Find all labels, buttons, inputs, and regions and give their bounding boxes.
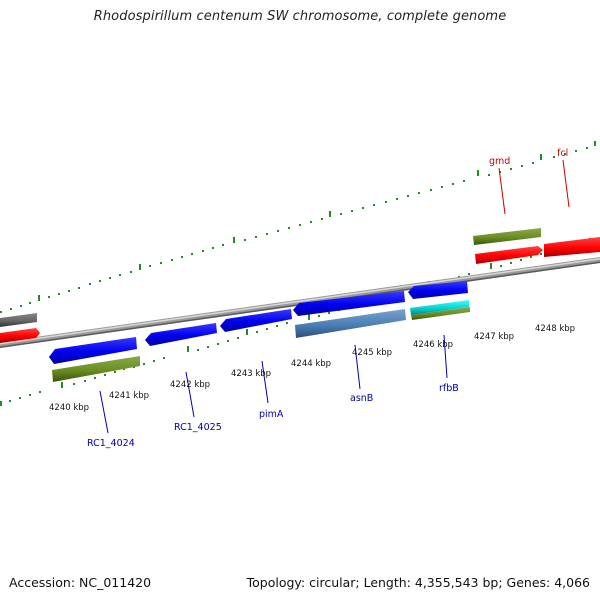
gene-arrow-rfbb[interactable] <box>408 281 468 299</box>
cds-bar-asnb[interactable] <box>295 309 406 338</box>
inner-tick-track <box>0 238 591 406</box>
kbp-label: 4248 kbp <box>535 324 575 334</box>
topology-text: Topology: circular; Length: 4,355,543 bp… <box>246 575 590 590</box>
reverse-gene-track[interactable] <box>49 281 470 382</box>
gene-label-asnb[interactable]: asnB <box>350 393 373 404</box>
feature-bar-cyan-rfbb[interactable] <box>410 300 469 315</box>
gene-label-pima[interactable]: pimA <box>259 409 284 420</box>
gene-leader-lines <box>99 159 570 434</box>
gene-arrow-fcl[interactable] <box>544 237 600 257</box>
kbp-label: 4245 kbp <box>352 348 392 358</box>
accession-text: Accession: NC_011420 <box>9 575 152 590</box>
gene-arrow-pima[interactable] <box>220 309 292 332</box>
kbp-label: 4244 kbp <box>291 359 331 369</box>
gene-label-rc1-4024[interactable]: RC1_4024 <box>87 438 135 449</box>
feature-bar-green-gmd[interactable] <box>473 228 541 245</box>
kbp-label: 4243 kbp <box>231 369 271 379</box>
gene-label-rfbb[interactable]: rfbB <box>439 383 459 394</box>
gene-labels[interactable]: gmd fcl RC1_4024 RC1_4025 pimA asnB rfbB <box>87 148 568 449</box>
kbp-labels: 4240 kbp 4241 kbp 4242 kbp 4243 kbp 4244… <box>49 324 575 413</box>
kbp-label: 4246 kbp <box>413 340 453 350</box>
gene-arrow-red-left[interactable] <box>0 328 40 343</box>
kbp-label: 4241 kbp <box>109 391 149 401</box>
gene-arrow-asnb[interactable] <box>293 291 405 316</box>
feature-bar-green-rfbb[interactable] <box>411 307 470 320</box>
gene-label-gmd[interactable]: gmd <box>489 156 510 167</box>
gene-arrow-rc1-4024[interactable] <box>49 337 137 364</box>
gene-arrow-rc1-4025[interactable] <box>145 323 217 346</box>
forward-gene-track[interactable] <box>0 228 600 343</box>
gene-label-fcl[interactable]: fcl <box>557 148 568 159</box>
gene-arrow-gray[interactable] <box>0 313 37 327</box>
gene-label-rc1-4025[interactable]: RC1_4025 <box>174 422 222 433</box>
feature-bar-green-rc1-4024[interactable] <box>52 356 140 382</box>
kbp-label: 4247 kbp <box>474 332 514 342</box>
kbp-label: 4242 kbp <box>170 380 210 390</box>
kbp-label: 4240 kbp <box>49 403 89 413</box>
map-title: Rhodospirillum centenum SW chromosome, c… <box>93 9 507 24</box>
gene-arrow-gmd[interactable] <box>475 246 543 264</box>
